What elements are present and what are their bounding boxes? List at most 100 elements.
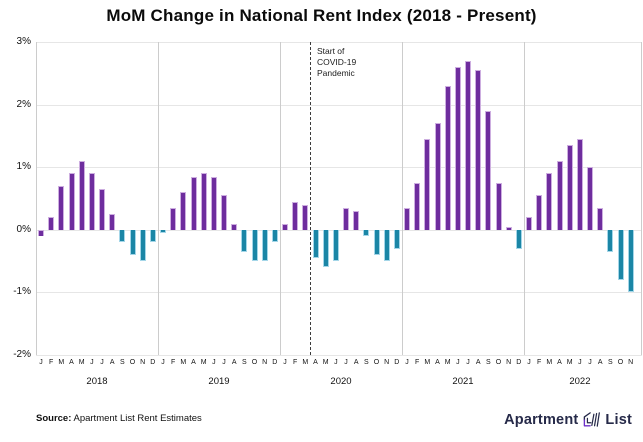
year-divider-line [524, 42, 525, 355]
month-tick-label: J [344, 359, 348, 366]
month-tick-label: M [444, 359, 451, 366]
bar-2018-N [139, 229, 146, 262]
bar-2019-A [231, 223, 238, 230]
bar-2019-J [160, 229, 166, 233]
bar-2018-J [88, 173, 95, 230]
gridline [36, 42, 642, 43]
month-tick-label: M [78, 359, 85, 366]
month-tick-label: A [557, 359, 562, 366]
month-tick-label: S [363, 359, 369, 366]
bar-2022-O [617, 229, 624, 280]
month-tick-label: N [384, 359, 390, 366]
bar-2019-M [200, 173, 207, 230]
bar-2022-A [597, 207, 604, 230]
month-tick-label: J [456, 359, 460, 366]
bar-2020-M [302, 204, 309, 230]
plot-area: 3% 2% 1% 0% -1% -2% J F M A M J J A S O N D 2018 J F M A M J J A S O… [13, 36, 642, 387]
bar-2020-A [353, 211, 360, 230]
bar-2020-A [312, 229, 319, 258]
year-label: 2019 [208, 376, 230, 387]
gridline [36, 104, 642, 106]
bar-2021-M [444, 85, 451, 230]
bar-2022-J [526, 217, 532, 230]
bar-2022-A [556, 160, 563, 230]
source-text: Apartment List Rent Estimates [71, 413, 202, 424]
month-tick-label: J [283, 359, 287, 366]
month-tick-label: J [90, 359, 94, 366]
bar-2018-D [149, 229, 156, 243]
month-tick-label: J [527, 359, 531, 366]
bar-2019-J [210, 176, 217, 230]
covid-annotation: Start of COVID-19 Pandemic [317, 46, 356, 79]
month-tick-label: S [607, 359, 613, 366]
apartment-list-logo: Apartment List [504, 411, 632, 429]
month-tick-label: M [58, 359, 65, 366]
bar-2021-M [424, 139, 431, 230]
month-tick-label: A [313, 359, 318, 366]
gridline [36, 167, 642, 169]
bar-2020-O [373, 229, 380, 255]
bar-2018-M [58, 185, 65, 230]
y-axis-tick-label: -1% [13, 286, 31, 298]
month-tick-label: O [373, 359, 380, 366]
month-tick-label: A [435, 359, 440, 366]
y-axis-tick-label: 0% [16, 223, 31, 235]
bar-2020-S [363, 229, 370, 237]
bar-2019-A [190, 176, 197, 230]
bar-2019-J [221, 195, 227, 230]
month-tick-label: D [150, 359, 156, 366]
year-divider-line [36, 42, 37, 355]
bar-2022-M [546, 173, 553, 230]
bar-2018-O [129, 229, 136, 255]
bar-2021-J [454, 67, 461, 230]
month-tick-label: F [171, 359, 176, 366]
month-tick-label: O [129, 359, 136, 366]
logo-word-list: List [605, 412, 632, 428]
bar-2019-D [271, 229, 278, 243]
year-divider-line [641, 42, 642, 355]
gridline [36, 292, 642, 294]
covid-annotation-line: COVID-19 [317, 57, 357, 68]
bar-2018-J [38, 229, 44, 237]
month-tick-label: A [475, 359, 481, 366]
bar-2021-J [404, 207, 410, 230]
year-divider-line [402, 42, 403, 355]
year-label: 2020 [330, 376, 352, 387]
covid-start-dashed-line [310, 42, 311, 355]
bar-2022-M [566, 145, 573, 230]
month-tick-label: S [241, 359, 247, 366]
month-tick-label: A [191, 359, 196, 366]
bar-2018-M [78, 160, 85, 230]
month-tick-label: J [405, 359, 409, 366]
month-tick-label: A [69, 359, 74, 366]
bar-2020-J [282, 223, 288, 230]
month-tick-label: A [231, 359, 237, 366]
bar-2022-S [607, 229, 614, 252]
gridline [36, 229, 642, 231]
bar-2021-A [475, 70, 482, 230]
month-tick-label: D [272, 359, 278, 366]
month-tick-label: D [516, 359, 522, 366]
bar-2021-N [505, 226, 512, 230]
bar-2021-D [515, 229, 522, 249]
bar-2022-F [536, 195, 543, 230]
bar-2020-J [343, 207, 349, 230]
month-tick-label: F [537, 359, 542, 366]
bar-2020-D [393, 229, 400, 249]
year-label: 2021 [452, 376, 474, 387]
month-tick-label: M [200, 359, 207, 366]
y-axis-tick-label: -2% [13, 349, 31, 360]
month-tick-label: M [302, 359, 309, 366]
apartment-list-house-icon [582, 411, 601, 429]
month-tick-label: J [466, 359, 470, 366]
month-tick-label: O [617, 359, 624, 366]
month-tick-label: J [39, 359, 43, 366]
bar-2019-O [251, 229, 258, 262]
bar-2019-F [170, 207, 177, 230]
month-tick-label: N [628, 359, 634, 366]
month-tick-label: M [546, 359, 553, 366]
bar-2018-A [109, 214, 116, 230]
bar-2022-J [576, 139, 583, 230]
month-tick-label: F [415, 359, 420, 366]
month-tick-label: M [322, 359, 329, 366]
